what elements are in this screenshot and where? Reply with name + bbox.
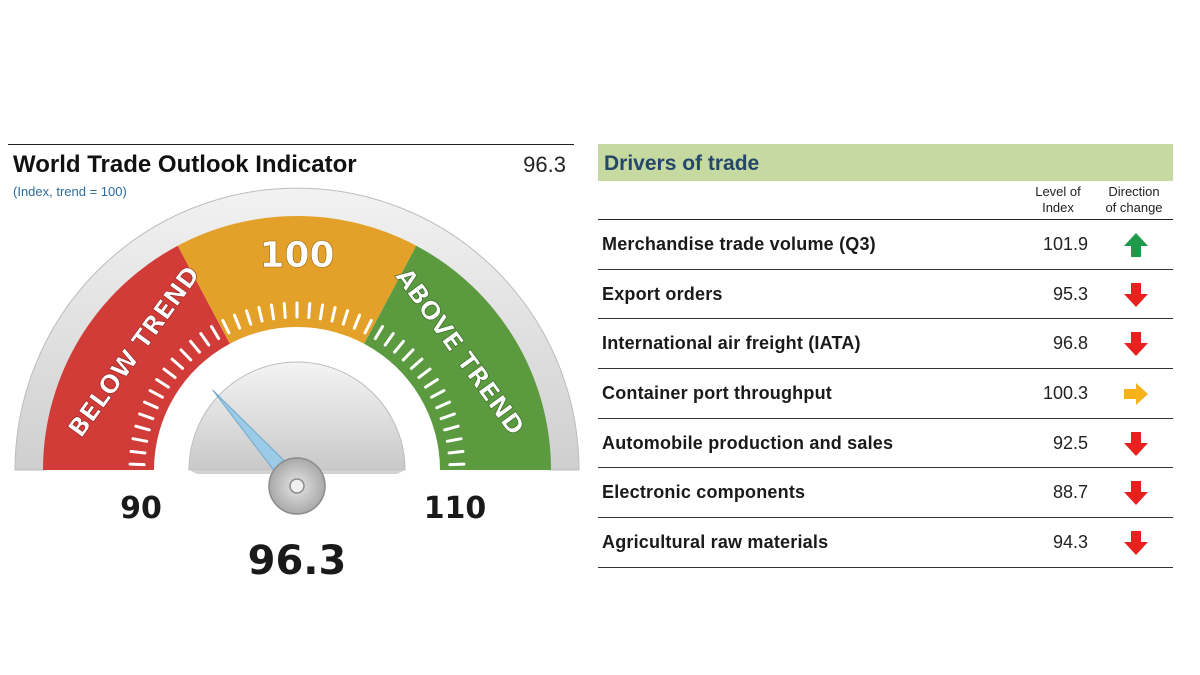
gauge-ticks xyxy=(128,301,466,467)
gauge-tick xyxy=(417,367,432,379)
gauge-value-label: 96.3 xyxy=(248,538,347,584)
gauge-tick xyxy=(257,305,264,323)
gauge-tick xyxy=(430,389,446,399)
gauge-tick xyxy=(199,332,211,347)
driver-level-value: 88.7 xyxy=(1052,482,1088,503)
arrow-down-icon xyxy=(1124,282,1148,307)
gauge-tick xyxy=(393,339,405,354)
gauge-tick xyxy=(447,449,465,455)
gauge-tick xyxy=(352,313,362,330)
gauge-tick xyxy=(445,437,463,443)
gauge-tick xyxy=(232,313,242,330)
driver-level-value: 101.9 xyxy=(1042,234,1088,254)
gauge-trend-value-label: 100 xyxy=(259,235,334,276)
arrow-right-icon xyxy=(1124,383,1148,406)
gauge-hub-dot xyxy=(289,478,305,494)
indicator-value: 96.3 xyxy=(523,152,566,177)
gauge-tick xyxy=(129,449,147,455)
gauge-tick xyxy=(245,309,253,326)
gauge-tick xyxy=(221,318,231,335)
gauge-tick xyxy=(373,325,385,341)
gauge-tick xyxy=(363,318,373,335)
gauge-tick xyxy=(131,437,149,443)
arrow-down-icon xyxy=(1124,481,1148,506)
column-header-level-line2: Index xyxy=(1042,200,1074,215)
gauge-band-below-trend xyxy=(43,245,230,470)
driver-level-value: 94.3 xyxy=(1052,532,1088,553)
drivers-header-bar: Drivers of trade xyxy=(598,144,1173,181)
gauge-tick xyxy=(401,348,415,362)
table-row: Agricultural raw materials 94.3 xyxy=(598,518,1173,568)
driver-level-value: 96.8 xyxy=(1052,333,1088,354)
arrow-down-icon xyxy=(1124,332,1148,357)
gauge-tick xyxy=(307,301,312,319)
table-row: Container port throughput 100.3 xyxy=(598,369,1173,419)
gauge-max-label: 110 xyxy=(424,491,487,526)
arrow-down-icon xyxy=(1124,531,1148,556)
table-row: Export orders 95.3 xyxy=(598,270,1173,320)
drivers-table: Merchandise trade volume (Q3) 101.9 Export… xyxy=(598,220,1173,568)
gauge-tick xyxy=(282,301,287,319)
driver-label: Container port throughput xyxy=(602,383,832,404)
column-header-direction: Direction of change xyxy=(1095,184,1173,216)
driver-level-value: 100.3 xyxy=(1042,383,1088,404)
gauge-tick xyxy=(424,378,439,389)
gauge-min-label: 90 xyxy=(120,491,162,526)
gauge-tick xyxy=(443,424,460,432)
gauge-tick xyxy=(162,367,177,379)
gauge-band-trend xyxy=(177,215,417,344)
table-header-rule xyxy=(598,219,1173,220)
gauge-tick xyxy=(341,309,349,326)
table-row: Automobile production and sales 92.5 xyxy=(598,419,1173,469)
gauge-tick xyxy=(189,339,201,354)
gauge-band-above-trend xyxy=(364,245,551,470)
gauge-tick xyxy=(148,389,164,399)
drivers-title: Drivers of trade xyxy=(604,152,760,175)
indicator-subtitle: (Index, trend = 100) xyxy=(13,184,127,199)
arrow-up-icon xyxy=(1124,233,1148,257)
gauge-tick xyxy=(330,305,337,323)
driver-label: Agricultural raw materials xyxy=(602,532,829,553)
driver-level-value: 95.3 xyxy=(1052,283,1088,304)
gauge-tick xyxy=(142,400,159,410)
driver-label: Automobile production and sales xyxy=(602,432,894,453)
gauge-inner-dome xyxy=(188,361,406,471)
column-header-level: Level of Index xyxy=(1022,184,1094,216)
driver-label: Electronic components xyxy=(602,482,806,503)
gauge-tick xyxy=(170,357,185,370)
gauge-chart: BELOW TREND ABOVE TREND 100 90 110 96.3 xyxy=(14,187,580,584)
gauge-tick xyxy=(439,412,456,421)
gauge-tick xyxy=(134,424,151,432)
column-header-direction-line1: Direction xyxy=(1108,184,1160,199)
gauge-tick xyxy=(318,303,325,321)
gauge-tick xyxy=(155,378,170,389)
column-header-level-line1: Level of xyxy=(1035,184,1081,199)
gauge-tick xyxy=(179,348,193,362)
column-header-direction-line2: of change xyxy=(1105,200,1163,215)
indicator-title: World Trade Outlook Indicator xyxy=(13,151,357,178)
gauge-tick xyxy=(435,400,452,410)
arrow-down-icon xyxy=(1124,431,1148,456)
driver-level-value: 92.5 xyxy=(1052,432,1088,453)
table-row: Merchandise trade volume (Q3) 101.9 xyxy=(598,220,1173,270)
gauge-tick xyxy=(138,412,155,421)
driver-label: International air freight (IATA) xyxy=(602,333,861,354)
indicator-top-rule xyxy=(8,144,574,145)
driver-label: Merchandise trade volume (Q3) xyxy=(602,234,876,254)
gauge-tick xyxy=(269,303,276,321)
driver-label: Export orders xyxy=(602,283,723,304)
table-row: Electronic components 88.7 xyxy=(598,468,1173,519)
gauge-tick xyxy=(209,325,221,341)
gauge-tick xyxy=(383,332,395,347)
gauge-tick xyxy=(409,357,424,370)
table-row: International air freight (IATA) 96.8 xyxy=(598,319,1173,370)
